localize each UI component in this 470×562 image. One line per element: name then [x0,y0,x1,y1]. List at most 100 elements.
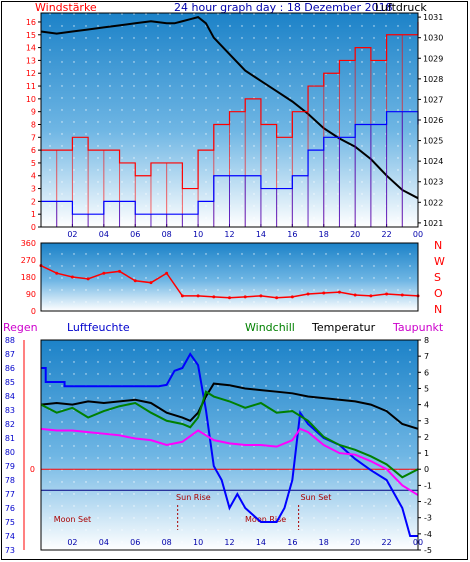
x-tick-label: 20 [350,538,360,547]
y-left-tick-label: 13 [26,56,36,65]
humidity-tick-label: 88 [5,336,15,345]
x-tick-label: 06 [130,230,140,239]
humidity-tick-label: 75 [5,518,15,527]
x-tick-label: 20 [350,230,360,239]
panel-temp-dots [41,340,418,550]
y-left-tick-label: 9 [31,108,36,117]
series-line-windchill [40,390,419,479]
x-tick-label: 08 [162,230,172,239]
direction-point [385,292,389,296]
direction-tick-label: 270 [21,256,36,265]
y-left-tick-label: 0 [31,223,36,232]
compass-label: N [434,303,442,316]
y-left-tick-label: 14 [26,44,36,53]
y-left-tick-label: 16 [26,18,36,27]
panel-temp-border [40,339,419,551]
x-tick-label: 16 [287,538,297,547]
humidity-tick-label: 76 [5,504,15,513]
panel-wind-border [40,12,419,228]
direction-point [275,296,279,300]
taupunkt-label: Taupunkt [392,321,444,334]
temperatur-label: Temperatur [311,321,376,334]
humidity-tick-label: 74 [5,532,15,541]
direction-point [118,269,122,273]
direction-point [55,271,59,275]
wind-pressure-panel: 0123456789101112131415161021102210231024… [26,13,444,239]
y-left-tick-label: 1 [31,210,36,219]
humidity-tick-label: 79 [5,462,15,471]
y-right-tick-label: 1028 [423,75,443,84]
temp-tick-label: 3 [424,417,429,426]
x-tick-label: 22 [381,230,391,239]
direction-point [133,279,137,283]
direction-point [322,291,326,295]
direction-point [243,295,247,299]
x-tick-label: 04 [99,230,109,239]
astro-annotation: Moon Rise [245,515,286,524]
direction-tick-label: 180 [21,273,36,282]
temp-tick-label: 5 [424,384,429,393]
humidity-tick-label: 83 [5,406,15,415]
y-left-tick-label: 11 [26,82,36,91]
compass-label: S [434,271,441,284]
y-left-tick-label: 3 [31,185,36,194]
x-tick-label: 16 [287,230,297,239]
direction-point [180,294,184,298]
y-right-tick-label: 1027 [423,95,443,104]
series-line-taupunkt [40,427,419,496]
humidity-tick-label: 82 [5,420,15,429]
humidity-tick-label: 84 [5,392,15,401]
luftfeuchte-label: Luftfeuchte [67,321,130,334]
x-tick-label: 10 [193,230,203,239]
x-tick-label: 14 [256,230,266,239]
x-tick-label: 04 [99,538,109,547]
x-tick-label: 12 [224,230,234,239]
direction-point [86,277,90,281]
humidity-tick-label: 85 [5,378,15,387]
y-right-tick-label: 1023 [423,178,443,187]
x-tick-label: 02 [67,538,77,547]
astro-annotation: Sun Set [300,493,331,502]
astro-annotation: Sun Rise [176,493,211,502]
direction-point [165,271,169,275]
humidity-tick-label: 77 [5,490,15,499]
y-left-tick-label: 15 [26,31,36,40]
windchill-label: Windchill [245,321,295,334]
x-tick-label: 02 [67,230,77,239]
temp-tick-label: 1 [424,449,429,458]
direction-point [102,271,106,275]
series-line-temperatur [40,382,419,430]
temperature-humidity-panel: 73747576777879808182838485868788-5-4-3-2… [5,336,432,555]
y-right-tick-label: 1022 [423,198,443,207]
temp-tick-label: 4 [424,401,429,410]
y-left-tick-label: 8 [31,120,36,129]
humidity-tick-label: 81 [5,434,15,443]
temp-tick-label: 7 [424,352,429,361]
x-tick-label: 22 [381,538,391,547]
y-right-tick-label: 1024 [423,157,443,166]
y-left-tick-label: 5 [31,159,36,168]
temp-tick-label: -4 [424,530,432,539]
direction-tick-label: 360 [21,239,36,248]
humidity-tick-label: 73 [5,546,15,555]
compass-label: O [434,287,443,300]
humidity-tick-label: 86 [5,364,15,373]
windstaerke-label: Windstärke [35,1,97,14]
panel-direction-border [40,242,419,312]
y-right-tick-label: 1029 [423,54,443,63]
direction-point [290,295,294,299]
y-right-tick-label: 1031 [423,13,443,22]
direction-point [369,294,373,298]
astro-annotation: Moon Set [54,515,91,524]
zero-label: 0 [30,465,35,474]
temp-tick-label: 8 [424,336,429,345]
y-right-tick-label: 1026 [423,116,443,125]
y-right-tick-label: 1021 [423,219,443,228]
y-left-tick-label: 6 [31,146,36,155]
direction-point [212,295,216,299]
series-line-luftfeuchte [41,352,418,537]
compass-label: W [434,255,445,268]
direction-tick-label: 0 [31,307,36,316]
